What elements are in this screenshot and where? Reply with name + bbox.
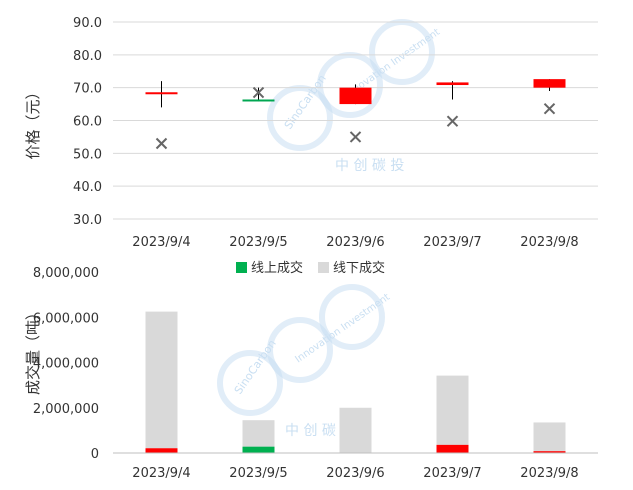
bar-offline (339, 407, 372, 453)
bar-offline (145, 311, 178, 449)
volume-y-axis: 0 2,000,000 4,000,000 6,000,000 8,000,000 (33, 266, 99, 462)
legend-swatch (318, 262, 329, 273)
price-y-axis: 30.0 40.0 50.0 60.0 70.0 80.0 90.0 (73, 16, 102, 228)
price-x-tick: 2023/9/5 (229, 235, 287, 250)
watermark-cn: 中 创 碳 投 (285, 423, 354, 439)
price-x-tick: 2023/9/7 (423, 235, 481, 250)
bar-online (436, 444, 469, 453)
candle-body (242, 99, 275, 102)
watermark-ring (319, 284, 385, 350)
marker-stroke (543, 102, 556, 115)
price-x-marker (543, 102, 556, 115)
price-y-tick: 80.0 (73, 49, 102, 64)
bar-online (145, 448, 178, 453)
price-x-tick: 2023/9/4 (132, 235, 190, 250)
price-x-tick: 2023/9/8 (520, 235, 578, 250)
volume-bars (145, 311, 566, 454)
price-x-marker (155, 137, 168, 150)
legend-label: 线上成交 (251, 260, 303, 276)
volume-x-tick: 2023/9/8 (520, 466, 578, 481)
legend-swatch (236, 262, 247, 273)
volume-x-tick: 2023/9/5 (229, 466, 287, 481)
bar-offline (436, 375, 469, 445)
bar-offline (242, 420, 275, 447)
marker-stroke (446, 115, 459, 127)
price-candles (145, 79, 566, 150)
watermark-cn: 中 创 碳 投 (335, 158, 404, 174)
volume-y-tick: 0 (91, 447, 99, 462)
candle-body (436, 82, 469, 86)
volume-y-tick: 6,000,000 (33, 311, 99, 326)
marker-stroke (349, 131, 362, 143)
watermark-ring (217, 350, 283, 416)
candle-body (533, 79, 566, 88)
bar-online (242, 446, 275, 453)
volume-x-axis: 2023/9/4 2023/9/5 2023/9/6 2023/9/7 2023/9/8 (132, 466, 578, 481)
price-x-marker (446, 115, 459, 127)
price-y-axis-label: 价格（元） (24, 84, 42, 159)
price-x-axis: 2023/9/4 2023/9/5 2023/9/6 2023/9/7 2023/9/8 (132, 235, 578, 250)
bar-online (533, 451, 566, 454)
candle-body (145, 92, 178, 95)
legend-label: 线下成交 (333, 260, 385, 276)
volume-x-tick: 2023/9/7 (423, 466, 481, 481)
marker-stroke (252, 86, 265, 99)
volume-x-tick: 2023/9/6 (326, 466, 384, 481)
price-x-marker (252, 86, 265, 99)
price-y-tick: 70.0 (73, 82, 102, 97)
price-x-tick: 2023/9/6 (326, 235, 384, 250)
volume-y-axis-label: 成交量（吨） (24, 305, 42, 395)
volume-y-tick: 2,000,000 (33, 402, 99, 417)
price-y-tick: 40.0 (73, 180, 102, 195)
price-y-tick: 50.0 (73, 147, 102, 162)
price-y-tick: 90.0 (73, 16, 102, 31)
volume-legend: 线上成交 线下成交 (236, 260, 385, 276)
price-grid (113, 21, 598, 220)
price-x-marker (349, 131, 362, 143)
price-y-tick: 30.0 (73, 213, 102, 228)
candle-body (339, 87, 372, 105)
volume-y-tick: 8,000,000 (33, 266, 99, 281)
bar-offline (533, 422, 566, 452)
volume-x-tick: 2023/9/4 (132, 466, 190, 481)
marker-stroke (155, 137, 168, 150)
volume-y-tick: 4,000,000 (33, 357, 99, 372)
watermark-ring (267, 317, 333, 383)
price-y-tick: 60.0 (73, 115, 102, 130)
